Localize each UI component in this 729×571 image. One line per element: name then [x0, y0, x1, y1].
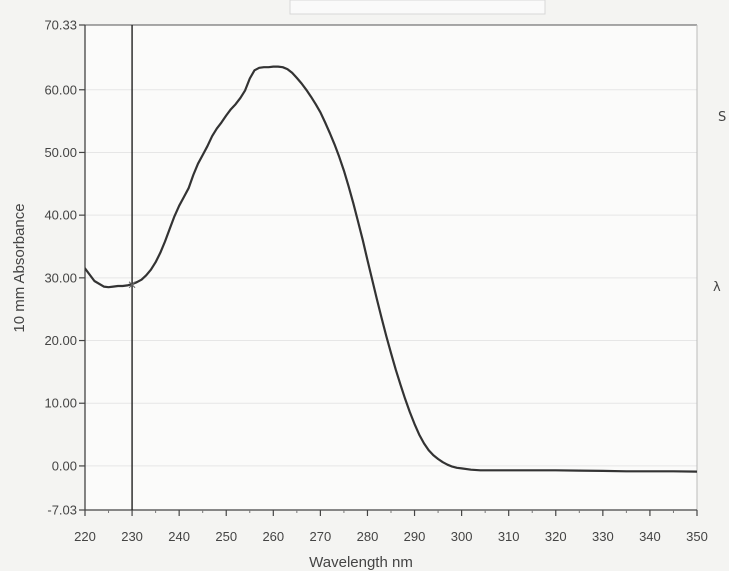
absorbance-series-line — [85, 65, 697, 473]
x-tick-label: 330 — [592, 529, 614, 544]
x-tick-label: 250 — [215, 529, 237, 544]
x-tick-label: 300 — [451, 529, 473, 544]
y-tick-label: 60.00 — [44, 82, 77, 97]
cursor-marker-stroke — [128, 281, 136, 289]
x-tick-label: 310 — [498, 529, 520, 544]
y-axis-ticks: 70.33 60.00 50.00 40.00 30.00 20.00 10.00 0.00 -… — [44, 18, 85, 518]
y-tick-label: 10.00 — [44, 396, 77, 411]
top-panel-edge — [289, 0, 546, 15]
y-tick-label: 0.00 — [52, 458, 77, 473]
x-tick-label: 340 — [639, 529, 661, 544]
x-tick-label: 270 — [310, 529, 332, 544]
y-tick-label: 40.00 — [44, 208, 77, 223]
y-tick-label: -7.03 — [47, 503, 77, 518]
x-tick-label: 350 — [686, 529, 708, 544]
y-axis-title: 10 mm Absorbance — [11, 203, 28, 332]
side-label-lambda: λ — [713, 280, 721, 295]
x-axis-ticks: 220 230 240 250 260 270 280 290 300 310 320 330 340 3… — [74, 510, 708, 544]
side-label-s: S — [718, 110, 726, 125]
gridlines — [85, 89, 697, 467]
x-tick-label: 230 — [121, 529, 143, 544]
plot-area — [85, 25, 697, 510]
x-tick-label: 290 — [404, 529, 426, 544]
cursor-marker[interactable] — [128, 281, 136, 289]
x-tick-label: 240 — [168, 529, 190, 544]
y-tick-label: 20.00 — [44, 333, 77, 348]
x-tick-label: 220 — [74, 529, 96, 544]
x-tick-label: 280 — [357, 529, 379, 544]
y-tick-label: 50.00 — [44, 145, 77, 160]
x-tick-label: 260 — [262, 529, 284, 544]
y-tick-label: 30.00 — [44, 270, 77, 285]
x-axis-title: Wavelength nm — [309, 554, 413, 571]
x-tick-label: 320 — [545, 529, 567, 544]
y-tick-label: 70.33 — [44, 18, 77, 33]
